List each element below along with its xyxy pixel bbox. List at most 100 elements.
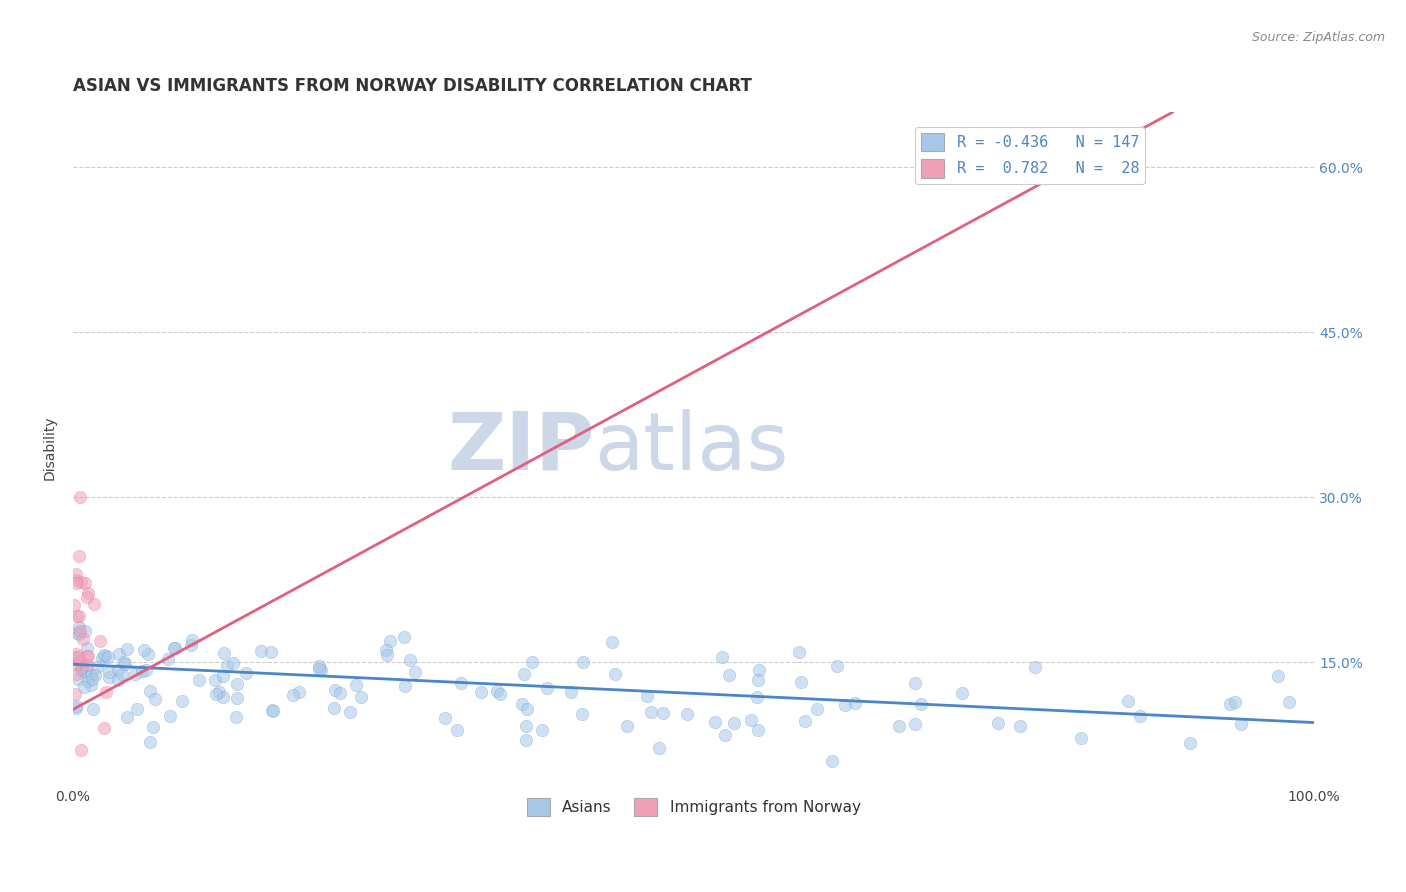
Point xyxy=(136,647,159,661)
Point xyxy=(112,655,135,669)
Point xyxy=(1229,717,1251,731)
Point xyxy=(235,666,257,681)
Point xyxy=(72,632,94,646)
Point xyxy=(205,687,228,701)
Point xyxy=(80,668,103,682)
Point xyxy=(329,686,352,700)
Point xyxy=(76,641,98,656)
Point xyxy=(572,655,595,669)
Point xyxy=(640,705,662,719)
Point xyxy=(143,692,166,706)
Point xyxy=(111,667,134,681)
Point xyxy=(187,673,209,687)
Point xyxy=(63,687,86,701)
Point xyxy=(262,704,284,718)
Point xyxy=(69,574,91,589)
Point xyxy=(66,649,89,664)
Point xyxy=(834,698,856,712)
Point xyxy=(1219,697,1241,711)
Legend: Asians, Immigrants from Norway: Asians, Immigrants from Norway xyxy=(520,791,866,822)
Point xyxy=(108,648,131,662)
Point xyxy=(1024,660,1046,674)
Point xyxy=(66,672,89,686)
Point xyxy=(536,681,558,695)
Point xyxy=(70,662,93,676)
Point xyxy=(73,624,96,639)
Point xyxy=(404,665,426,679)
Point xyxy=(339,706,361,720)
Point xyxy=(249,644,271,658)
Point xyxy=(225,709,247,723)
Point xyxy=(93,648,115,662)
Text: Source: ZipAtlas.com: Source: ZipAtlas.com xyxy=(1251,31,1385,45)
Point xyxy=(600,634,623,648)
Point xyxy=(904,676,927,690)
Point xyxy=(93,722,115,736)
Point xyxy=(67,549,90,563)
Point xyxy=(904,716,927,731)
Point xyxy=(648,741,671,756)
Point xyxy=(65,647,87,661)
Point xyxy=(1070,731,1092,745)
Point xyxy=(66,608,89,623)
Point xyxy=(1008,719,1031,733)
Point xyxy=(69,654,91,668)
Point xyxy=(73,680,96,694)
Point xyxy=(65,566,87,581)
Point xyxy=(281,688,304,702)
Point xyxy=(531,723,554,737)
Point xyxy=(170,694,193,708)
Point xyxy=(512,697,534,711)
Point xyxy=(1267,669,1289,683)
Point xyxy=(212,690,235,705)
Point xyxy=(226,690,249,705)
Point xyxy=(107,673,129,688)
Point xyxy=(748,663,770,677)
Point xyxy=(288,685,311,699)
Text: ASIAN VS IMMIGRANTS FROM NORWAY DISABILITY CORRELATION CHART: ASIAN VS IMMIGRANTS FROM NORWAY DISABILI… xyxy=(73,78,752,95)
Point xyxy=(63,598,86,612)
Point xyxy=(1178,736,1201,750)
Point xyxy=(70,659,93,673)
Point xyxy=(309,663,332,677)
Point xyxy=(740,713,762,727)
Point xyxy=(157,652,180,666)
Point xyxy=(262,704,284,718)
Point xyxy=(308,662,330,676)
Point xyxy=(69,743,91,757)
Point xyxy=(204,673,226,687)
Point xyxy=(375,643,398,657)
Point xyxy=(124,667,146,681)
Point xyxy=(710,649,733,664)
Point xyxy=(114,657,136,671)
Point xyxy=(1116,694,1139,708)
Point xyxy=(1129,709,1152,723)
Point xyxy=(844,697,866,711)
Point xyxy=(139,734,162,748)
Point xyxy=(446,723,468,737)
Point xyxy=(69,609,91,624)
Point xyxy=(67,626,90,640)
Point xyxy=(107,664,129,678)
Point xyxy=(398,653,420,667)
Point xyxy=(132,643,155,657)
Point xyxy=(163,640,186,655)
Point xyxy=(950,686,973,700)
Point xyxy=(115,641,138,656)
Point xyxy=(89,633,111,648)
Point xyxy=(94,648,117,663)
Point xyxy=(522,655,544,669)
Point xyxy=(98,665,121,679)
Point xyxy=(745,690,768,704)
Point xyxy=(97,649,120,664)
Point xyxy=(723,715,745,730)
Point xyxy=(76,658,98,673)
Text: ZIP: ZIP xyxy=(447,409,595,487)
Point xyxy=(73,576,96,591)
Point xyxy=(515,719,537,733)
Point xyxy=(889,719,911,733)
Point xyxy=(65,575,87,590)
Point xyxy=(76,649,98,664)
Point xyxy=(181,633,204,648)
Point xyxy=(378,633,401,648)
